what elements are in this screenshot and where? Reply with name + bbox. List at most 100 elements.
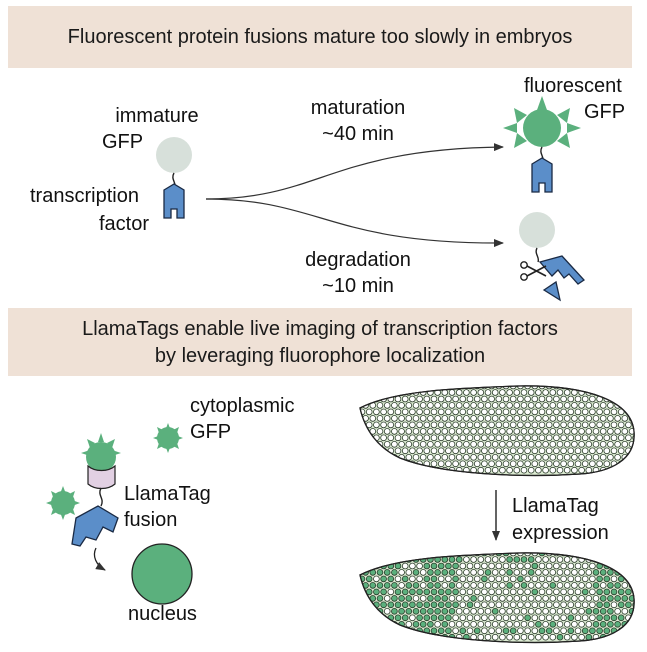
embryo-nucleus bbox=[556, 582, 564, 589]
embryo-nucleus bbox=[427, 402, 434, 409]
embryo-nucleus bbox=[571, 607, 578, 615]
embryo-nucleus bbox=[535, 402, 542, 409]
embryo-nucleus bbox=[427, 569, 434, 576]
embryo-nucleus bbox=[376, 389, 384, 396]
embryo-nucleus bbox=[466, 575, 474, 583]
embryo-nucleus bbox=[524, 601, 531, 609]
embryo-nucleus bbox=[427, 453, 434, 461]
embryo-nucleus bbox=[571, 633, 578, 641]
embryo-nucleus bbox=[556, 595, 564, 602]
embryo-nucleus bbox=[441, 607, 449, 615]
embryo-nucleus bbox=[545, 575, 553, 583]
embryo-nucleus bbox=[448, 582, 456, 589]
embryo-nucleus bbox=[412, 402, 420, 409]
embryo-nucleus bbox=[578, 428, 585, 435]
embryo-nucleus bbox=[445, 421, 452, 429]
embryo-nucleus bbox=[607, 453, 614, 461]
embryo-nucleus bbox=[463, 402, 470, 409]
embryo-nucleus bbox=[610, 614, 618, 622]
embryo-nucleus bbox=[491, 595, 499, 602]
embryo-nucleus bbox=[445, 408, 452, 416]
embryo-nucleus bbox=[560, 447, 567, 455]
embryo-nucleus bbox=[644, 621, 647, 627]
embryo-nucleus bbox=[578, 415, 585, 422]
embryo-nucleus bbox=[481, 575, 488, 583]
embryo-nucleus bbox=[409, 408, 416, 416]
embryo-nucleus bbox=[603, 588, 611, 596]
embryo-nucleus bbox=[477, 582, 485, 589]
embryo-nucleus bbox=[538, 447, 546, 455]
embryo-nucleus bbox=[549, 415, 557, 422]
embryo-nucleus bbox=[545, 460, 553, 468]
embryo-nucleus bbox=[592, 595, 600, 602]
embryo-nucleus bbox=[542, 415, 549, 422]
embryo-nucleus bbox=[563, 402, 571, 409]
embryo-nucleus bbox=[365, 434, 373, 442]
embryo-nucleus bbox=[473, 601, 481, 609]
embryo-nucleus bbox=[535, 595, 542, 602]
embryo-nucleus bbox=[401, 575, 409, 583]
embryo-nucleus bbox=[632, 395, 635, 403]
embryo-nucleus bbox=[495, 434, 503, 442]
embryo-nucleus bbox=[589, 614, 596, 622]
embryo-nucleus bbox=[524, 575, 531, 583]
embryo-nucleus bbox=[452, 588, 459, 596]
embryo-nucleus bbox=[376, 582, 384, 589]
embryo-nucleus bbox=[513, 569, 521, 576]
embryo-nucleus bbox=[463, 569, 470, 576]
embryo-nucleus bbox=[549, 428, 557, 435]
embryo-nucleus bbox=[506, 595, 513, 602]
embryo-nucleus bbox=[484, 582, 492, 589]
embryo-nucleus bbox=[405, 440, 413, 448]
embryo-nucleus bbox=[614, 620, 621, 628]
embryo-nucleus bbox=[571, 582, 578, 589]
embryo-nucleus bbox=[445, 552, 452, 557]
embryo-nucleus bbox=[640, 448, 646, 454]
embryo-nucleus bbox=[434, 620, 441, 628]
embryo-nucleus bbox=[574, 614, 582, 622]
embryo-nucleus bbox=[423, 421, 431, 429]
embryo-nucleus bbox=[376, 620, 384, 628]
embryo-nucleus bbox=[412, 582, 420, 589]
embryo-nucleus bbox=[455, 402, 463, 409]
embryo-nucleus bbox=[491, 569, 499, 576]
embryo-nucleus bbox=[542, 453, 549, 461]
embryo-nucleus bbox=[632, 434, 635, 442]
embryo-nucleus bbox=[567, 552, 575, 557]
embryo-nucleus bbox=[599, 428, 607, 435]
embryo-nucleus bbox=[380, 627, 387, 635]
embryo-nucleus bbox=[459, 460, 467, 468]
embryo-nucleus bbox=[640, 576, 646, 582]
embryo-nucleus bbox=[491, 620, 499, 628]
embryo-nucleus bbox=[484, 633, 492, 641]
embryo-nucleus bbox=[614, 415, 621, 422]
embryo-nucleus bbox=[488, 614, 495, 622]
embryo-nucleus bbox=[632, 460, 635, 468]
embryo-nucleus bbox=[455, 556, 463, 563]
embryo-nucleus bbox=[391, 569, 398, 576]
embryo-nucleus bbox=[383, 556, 391, 563]
embryo-nucleus bbox=[365, 552, 373, 557]
embryo-nucleus bbox=[362, 440, 369, 448]
embryo-nucleus bbox=[484, 569, 492, 576]
embryo-nucleus bbox=[452, 601, 459, 609]
embryo-nucleus bbox=[360, 421, 366, 429]
embryo-nucleus bbox=[625, 588, 632, 596]
embryo-nucleus bbox=[644, 557, 647, 563]
cytoplasmic-gfp-molecule bbox=[153, 423, 183, 453]
embryo-nucleus bbox=[416, 601, 423, 609]
embryo-nucleus bbox=[581, 421, 589, 429]
embryo-nucleus bbox=[423, 601, 431, 609]
embryo-nucleus bbox=[488, 627, 495, 635]
embryo-nucleus bbox=[455, 582, 463, 589]
embryo-nucleus bbox=[477, 428, 485, 435]
embryo-nucleus bbox=[455, 389, 463, 396]
embryo-before bbox=[359, 385, 647, 477]
embryo-nucleus bbox=[535, 607, 542, 615]
embryo-nucleus bbox=[430, 460, 438, 468]
embryo-nucleus bbox=[644, 634, 647, 640]
embryo-nucleus bbox=[430, 385, 438, 390]
embryo-nucleus bbox=[644, 441, 647, 447]
embryo-nucleus bbox=[383, 389, 391, 396]
embryo-nucleus bbox=[502, 434, 510, 442]
